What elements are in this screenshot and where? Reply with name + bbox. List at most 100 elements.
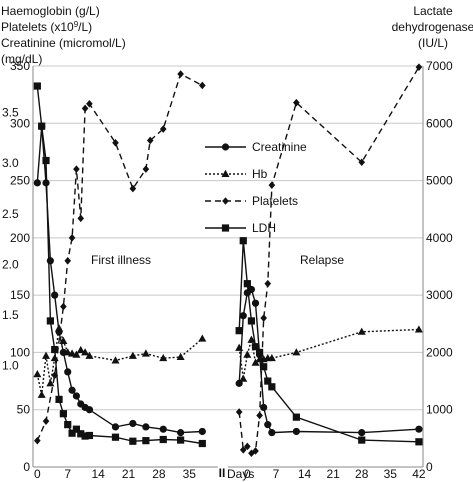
data-point-platelets xyxy=(81,104,89,113)
data-point-ldh xyxy=(198,439,206,448)
data-point-creatinine xyxy=(358,429,366,437)
mgdl-tick-label: 1.5 xyxy=(2,308,19,322)
data-point-hb xyxy=(55,324,64,332)
x-tick-label-first: 28 xyxy=(152,467,166,481)
right-tick-label: 1000 xyxy=(426,403,453,417)
data-point-hb xyxy=(42,351,51,359)
data-point-hb xyxy=(239,374,248,382)
data-point-creatinine xyxy=(72,392,81,400)
x-tick-label-relapse: 7 xyxy=(273,467,280,481)
data-point-hb xyxy=(235,343,244,351)
data-point-platelets xyxy=(248,449,255,458)
data-point-platelets xyxy=(293,98,300,107)
right-tick-label: 2000 xyxy=(426,345,453,359)
legend-label-ldh: LDH xyxy=(252,221,276,235)
data-point-platelets xyxy=(235,408,243,416)
data-point-ldh xyxy=(251,343,260,351)
data-point-ldh xyxy=(142,437,150,445)
data-point-hb xyxy=(59,336,68,344)
data-point-creatinine xyxy=(251,299,260,307)
data-point-hb xyxy=(292,348,301,356)
series-line-hb-relapse xyxy=(238,328,419,379)
x-tick-label-first: 35 xyxy=(183,467,197,481)
x-tick-label-relapse: 14 xyxy=(298,467,312,481)
left-tick-label: 250 xyxy=(10,174,30,188)
data-point-hb xyxy=(357,327,366,335)
legend-item-ldh: LDH xyxy=(205,221,276,235)
data-point-hb xyxy=(72,350,81,358)
annotation-relapse: Relapse xyxy=(300,253,344,267)
data-point-ldh xyxy=(235,327,243,335)
left-tick-label: 200 xyxy=(10,231,30,245)
series-line-ldh-relapse xyxy=(238,240,419,443)
data-point-platelets xyxy=(77,214,85,223)
data-point-ldh xyxy=(46,317,54,325)
mgdl-tick-label: 2.5 xyxy=(2,207,19,221)
data-point-creatinine xyxy=(33,179,41,187)
axes xyxy=(32,66,424,468)
data-point-hb xyxy=(81,348,90,356)
data-point-hb xyxy=(247,335,256,343)
left-axis-title-line: Creatinine (micromol/L) xyxy=(1,36,126,50)
x-tick-label-relapse: 0 xyxy=(244,467,251,481)
data-point-hb xyxy=(267,353,276,362)
data-point-ldh xyxy=(255,348,264,357)
data-point-platelets xyxy=(64,256,72,265)
data-point-hb xyxy=(85,351,94,359)
legend: Creatinine Hb Platelets LDH xyxy=(205,140,307,235)
data-point-platelets xyxy=(199,81,206,90)
data-point-platelets xyxy=(42,417,50,425)
legend-marker-ldh xyxy=(221,224,230,232)
series-creatinine xyxy=(33,123,423,437)
data-point-platelets xyxy=(34,436,41,445)
axis-break-symbol: II xyxy=(219,466,226,480)
data-point-creatinine xyxy=(268,429,276,437)
annotation-first-illness: First illness xyxy=(91,253,151,267)
legend-label-creatinine: Creatinine xyxy=(252,140,307,154)
data-point-ldh xyxy=(72,425,81,433)
data-point-ldh xyxy=(177,436,185,444)
data-point-ldh xyxy=(415,438,423,446)
data-point-ldh xyxy=(51,345,59,354)
right-tick-label: 7000 xyxy=(426,59,453,73)
legend-label-hb: Hb xyxy=(252,167,268,181)
left-axis-title-line: (mg/dL) xyxy=(1,52,42,66)
right-axis-title-line: dehydrogenase xyxy=(392,20,473,34)
left-axis-title: Haemoglobin (g/L) Platelets (x109/L) Creat… xyxy=(1,4,126,66)
legend-item-platelets: Platelets xyxy=(205,194,298,208)
data-point-ldh xyxy=(64,421,72,429)
data-point-ldh xyxy=(159,435,167,444)
data-point-platelets xyxy=(129,184,137,193)
data-point-ldh xyxy=(243,280,251,288)
data-point-platelets xyxy=(264,279,272,288)
data-point-creatinine xyxy=(64,368,72,376)
mgdl-tick-label: 2.0 xyxy=(2,257,19,271)
annotations: First illness Relapse xyxy=(91,253,344,267)
data-point-platelets xyxy=(358,158,366,167)
x-tick-label-relapse: 35 xyxy=(384,467,398,481)
data-point-ldh xyxy=(239,237,247,245)
data-point-hb xyxy=(141,349,150,357)
left-tick-label: 0 xyxy=(23,460,30,474)
data-point-creatinine xyxy=(85,406,94,414)
data-point-hb xyxy=(243,350,252,358)
data-point-hb xyxy=(128,351,137,359)
mgdl-tick-label: 3.5 xyxy=(2,106,19,120)
mgdl-tick-label: 3.0 xyxy=(2,156,19,170)
x-tick-label-first: 21 xyxy=(122,467,136,481)
data-point-ldh xyxy=(260,363,268,371)
x-tick-label-first: 7 xyxy=(64,467,71,481)
right-tick-label: 0 xyxy=(426,460,433,474)
left-tick-label: 350 xyxy=(10,59,30,73)
data-point-hb xyxy=(33,369,42,378)
data-point-ldh xyxy=(38,122,46,130)
data-point-hb xyxy=(414,325,423,333)
legend-marker-platelets xyxy=(222,197,229,205)
data-point-platelets xyxy=(260,314,267,322)
series-hb xyxy=(33,324,423,398)
data-point-creatinine xyxy=(292,427,300,436)
data-point-platelets xyxy=(60,302,67,311)
right-tick-label: 4000 xyxy=(426,231,453,245)
data-point-ldh xyxy=(111,433,120,441)
